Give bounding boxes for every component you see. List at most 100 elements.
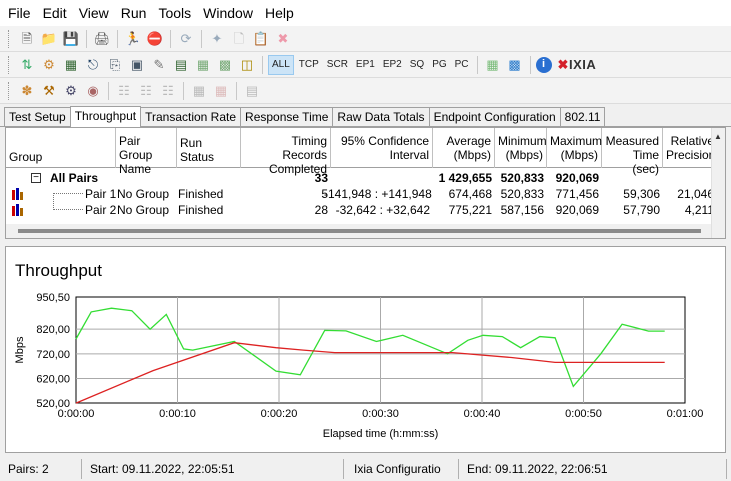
tab-endpoint-configuration[interactable]: Endpoint Configuration — [428, 107, 561, 126]
info-icon[interactable]: i — [535, 56, 552, 73]
open-folder-icon[interactable]: 📁 — [40, 31, 58, 46]
toolbar-grip[interactable] — [8, 29, 11, 48]
tab-response-time[interactable]: Response Time — [240, 107, 334, 126]
pair-group-name: No Group — [117, 187, 170, 201]
throughput-chart-pane: Throughput 0:00:00 0:00:10 0:00:20 0:00:30 0… — [5, 246, 726, 453]
report-icon[interactable]: ▤ — [245, 83, 259, 98]
graph-icon[interactable]: ▤ — [174, 57, 188, 72]
toolbar-grip[interactable] — [8, 55, 11, 74]
filter-ep2-button[interactable]: EP2 — [382, 59, 402, 70]
table-row[interactable]: Pair 1 No Group Finished 5 -141,948 : +1… — [6, 186, 717, 202]
col-group-header[interactable]: Group — [6, 128, 116, 168]
script-edit-icon[interactable]: ✎ — [153, 57, 165, 72]
page-icon[interactable]: ◫ — [240, 57, 254, 72]
filter-pg-button[interactable]: PG — [432, 59, 447, 70]
filter-tcp-button[interactable]: TCP — [298, 59, 319, 70]
minimum-mbps: 587,156 — [500, 203, 544, 217]
col-relative-precision-header[interactable]: Relative Precision — [663, 128, 717, 168]
col-run-status-header[interactable]: Run Status — [177, 128, 241, 168]
col-measured-time-header[interactable]: Measured Time (sec) — [602, 128, 663, 176]
menu-file[interactable]: File — [8, 5, 31, 21]
relative-precision: 21,046 — [677, 187, 714, 201]
grid-vertical-scrollbar[interactable]: ▲ — [711, 128, 725, 238]
y-axis-label: Mbps — [14, 336, 26, 363]
menu-window[interactable]: Window — [203, 5, 253, 21]
grid-horizontal-scrollbar[interactable] — [6, 224, 711, 238]
save-results-icon[interactable]: ▩ — [508, 57, 521, 72]
col-timing-records-header[interactable]: Timing Records Completed — [241, 128, 331, 176]
new-file-icon[interactable]: 🗎 — [21, 31, 33, 46]
filter-pc-button[interactable]: PC — [454, 59, 469, 70]
tile-icon[interactable]: ☷ — [162, 83, 174, 98]
cascade-icon[interactable]: ▦ — [214, 83, 228, 98]
table-row-all-pairs[interactable]: − All Pairs 33 1 429,655 520,833 920,069 — [6, 170, 717, 186]
cut-icon[interactable]: ✦ — [211, 31, 223, 46]
menu-edit[interactable]: Edit — [42, 5, 67, 21]
network-icon[interactable]: ⎋ — [87, 57, 99, 72]
copy-icon[interactable]: 🗋 — [233, 31, 245, 46]
pair-name: Pair 2 — [85, 203, 117, 217]
refresh-icon[interactable]: ⟳ — [180, 31, 192, 46]
x-axis-label: Elapsed time (h:mm:ss) — [323, 428, 439, 440]
tools-icon[interactable]: ⚒ — [43, 83, 55, 98]
toolbar-grip[interactable] — [8, 81, 11, 100]
col-average-label-2: (Mbps) — [453, 148, 491, 162]
scroll-up-icon[interactable]: ▲ — [714, 132, 722, 141]
connect-icon[interactable]: ⎘ — [109, 57, 121, 72]
col-relative-precision-label-1: Relative — [670, 134, 714, 148]
delete-icon[interactable]: ✖ — [277, 31, 289, 46]
menu-run[interactable]: Run — [120, 5, 147, 21]
scrollbar-thumb[interactable] — [18, 229, 701, 233]
tab-test-setup[interactable]: Test Setup — [4, 107, 71, 126]
tab-raw-data-totals[interactable]: Raw Data Totals — [332, 107, 430, 126]
endpoint-icon[interactable]: ▣ — [130, 57, 144, 72]
col-pair-group-name-header[interactable]: Pair Group Name — [116, 128, 177, 176]
tab-transaction-rate[interactable]: Transaction Rate — [140, 107, 242, 126]
options-icon[interactable]: ▩ — [218, 57, 232, 72]
col-minimum-label-2: (Mbps) — [505, 148, 543, 162]
arrange-icon[interactable]: ☷ — [140, 83, 152, 98]
col-minimum-header[interactable]: Minimum (Mbps) — [495, 128, 547, 168]
menu-tools[interactable]: Tools — [158, 5, 192, 21]
settings-icon[interactable]: ⚙ — [65, 83, 77, 98]
y-tick-label: 950,50 — [36, 292, 70, 304]
filter-all-button[interactable]: ALL — [268, 54, 294, 75]
save-icon[interactable]: 💾 — [62, 31, 80, 46]
export-icon[interactable]: ▦ — [486, 57, 499, 72]
col-maximum-header[interactable]: Maximum (Mbps) — [547, 128, 602, 168]
layout-icon[interactable]: ☷ — [118, 83, 130, 98]
zoom-icon[interactable]: ▦ — [192, 83, 206, 98]
toolbar-separator — [236, 81, 237, 100]
status-bar: Pairs: 2 Start: 09.11.2022, 22:05:51 Ixi… — [0, 456, 731, 481]
filter-ep1-button[interactable]: EP1 — [355, 59, 375, 70]
toolbar-separator — [86, 29, 87, 48]
x-tick-label: 0:00:20 — [261, 408, 298, 420]
menu-view[interactable]: View — [78, 5, 109, 21]
run-icon[interactable]: 🏃 — [124, 31, 142, 46]
stop-icon[interactable]: ⛔ — [146, 31, 164, 46]
confidence-interval: -141,948 : +141,948 — [324, 187, 432, 201]
x-tick-label: 0:00:40 — [464, 408, 501, 420]
pane-splitter[interactable] — [0, 240, 731, 246]
col-confidence-header[interactable]: 95% Confidence Interval — [331, 128, 433, 168]
print-icon[interactable]: 🖨 — [93, 31, 111, 46]
menu-help[interactable]: Help — [264, 5, 294, 21]
wizard-icon[interactable]: ✽ — [21, 83, 33, 98]
table-row[interactable]: Pair 2 No Group Finished 28 -32,642 : +3… — [6, 193, 717, 218]
chart-title: Throughput — [15, 261, 102, 280]
paste-icon[interactable]: 📋 — [252, 31, 270, 46]
collapse-toggle[interactable]: − — [31, 173, 41, 183]
chart-icon[interactable]: ▦ — [196, 57, 210, 72]
average-mbps: 775,221 — [448, 203, 492, 217]
pair-group-name: No Group — [117, 203, 170, 217]
palette-icon[interactable]: ◉ — [87, 83, 99, 98]
add-pair-icon[interactable]: ⇅ — [21, 57, 33, 72]
maximum-mbps: 771,456 — [555, 187, 599, 201]
add-multicast-icon[interactable]: ⚙ — [43, 57, 55, 72]
filter-scr-button[interactable]: SCR — [326, 59, 348, 70]
tab-802-11[interactable]: 802.11 — [559, 107, 606, 126]
edit-pair-icon[interactable]: ▦ — [64, 57, 78, 72]
tab-throughput[interactable]: Throughput — [69, 106, 142, 127]
filter-sq-button[interactable]: SQ — [409, 59, 425, 70]
col-average-header[interactable]: Average (Mbps) — [433, 128, 495, 168]
